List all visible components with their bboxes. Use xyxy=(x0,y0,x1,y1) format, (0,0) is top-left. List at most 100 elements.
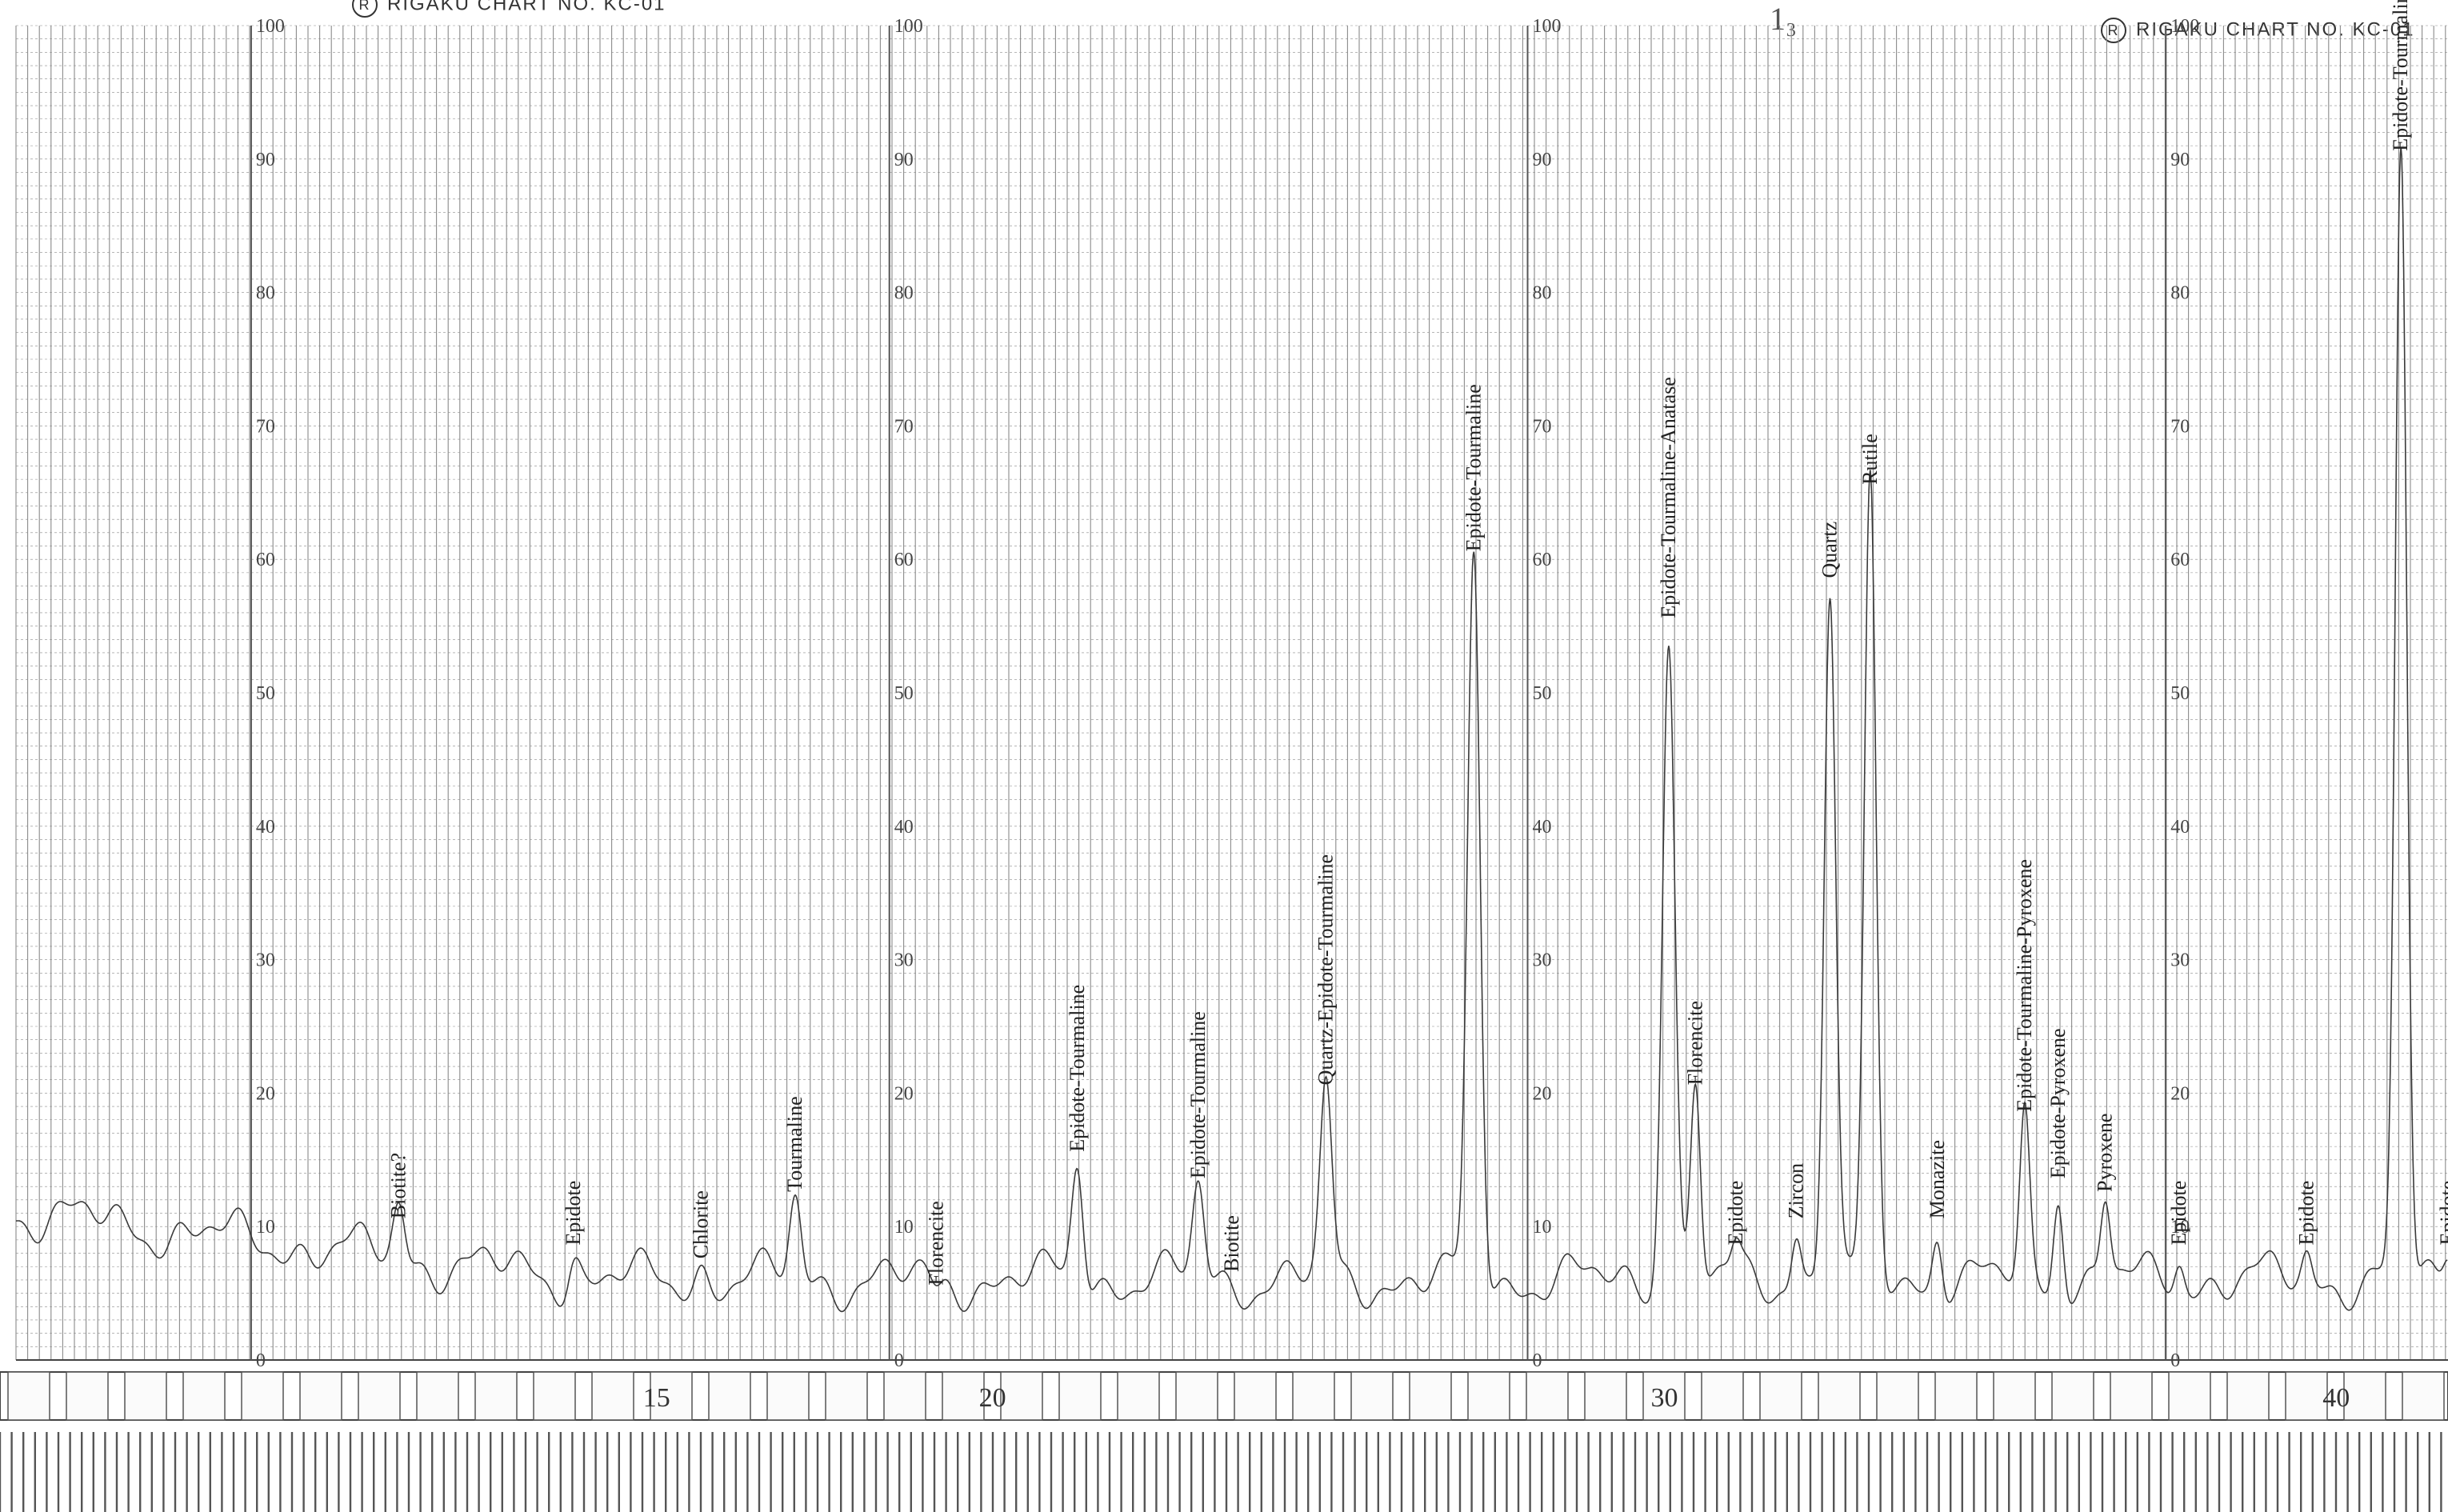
y-tick-label: 0 xyxy=(1533,1350,1542,1371)
y-tick-label: 80 xyxy=(1533,283,1552,304)
peak-label: Monazite xyxy=(1926,1140,1949,1218)
y-tick-label: 90 xyxy=(1533,150,1552,170)
x-strip-box xyxy=(1058,1371,1102,1421)
chart-grid xyxy=(15,25,2448,1361)
x-axis-strip: 15 20 30 40 xyxy=(0,1371,2448,1512)
x-strip-box xyxy=(1526,1371,1569,1421)
y-tick-label: 60 xyxy=(894,550,914,570)
peak-label: Florencite xyxy=(924,1201,947,1285)
y-tick-label: 10 xyxy=(894,1217,914,1238)
y-tick-label: 20 xyxy=(256,1083,275,1104)
y-tick-label: 0 xyxy=(256,1350,266,1371)
y-scale-columns: 0102030405060708090100010203040506070809… xyxy=(250,16,2199,1371)
x-strip-box xyxy=(1467,1371,1510,1421)
peak-label: Zircon xyxy=(1784,1163,1807,1218)
peak-label: Biotite xyxy=(1220,1215,1243,1272)
peak-labels: Biotite? Epidote Chlorite Tourmaline Florenc… xyxy=(387,0,2448,1286)
peak-label: Chlorite xyxy=(690,1190,713,1258)
y-tick-label: 50 xyxy=(1533,683,1552,704)
x-strip-box xyxy=(1934,1371,1978,1421)
peak-label: Epidote-Tourmaline xyxy=(1186,1011,1210,1178)
x-tick-label: 40 xyxy=(2322,1383,2350,1413)
x-strip-box xyxy=(1234,1371,1277,1421)
y-tick-label: 0 xyxy=(2170,1350,2180,1371)
rigaku-logo-icon: R xyxy=(2101,18,2126,43)
y-tick-label: 20 xyxy=(2170,1083,2190,1104)
y-tick-label: 50 xyxy=(894,683,914,704)
peak-label: Quartz-Epidote-Tourmaline xyxy=(1314,854,1338,1085)
y-tick-label: 0 xyxy=(894,1350,904,1371)
x-strip-box xyxy=(7,1371,50,1421)
x-tick-label: 20 xyxy=(979,1383,1006,1413)
y-tick-label: 20 xyxy=(1533,1083,1552,1104)
header-left-text: RIGAKU CHART NO. KC-01 xyxy=(387,0,666,15)
x-strip-box xyxy=(2168,1371,2211,1421)
x-strip-box xyxy=(708,1371,751,1421)
y-tick-label: 50 xyxy=(2170,683,2190,704)
x-strip-box xyxy=(825,1371,868,1421)
x-strip-box xyxy=(2343,1371,2386,1421)
peak-label: Epidote xyxy=(2295,1181,2318,1246)
handwritten-mark: 1₃ xyxy=(1770,1,1797,37)
x-strip-box xyxy=(650,1371,693,1421)
y-tick-label: 10 xyxy=(1533,1217,1552,1238)
x-tick-label: 15 xyxy=(643,1383,670,1413)
x-strip-box xyxy=(1642,1371,1686,1421)
x-strip-box xyxy=(591,1371,634,1421)
header-right: R RIGAKU CHART NO. KC-01 xyxy=(2101,18,2415,43)
x-strip-box xyxy=(1759,1371,1802,1421)
y-tick-label: 90 xyxy=(256,150,275,170)
y-tick-label: 40 xyxy=(256,817,275,838)
x-strip-box xyxy=(2051,1371,2094,1421)
x-strip-box xyxy=(182,1371,226,1421)
y-tick-label: 80 xyxy=(256,283,275,304)
y-tick-label: 10 xyxy=(2170,1217,2190,1238)
peak-label: Epidote-Tourmaline xyxy=(1462,384,1485,551)
y-tick-label: 70 xyxy=(894,416,914,437)
rigaku-logo-icon: R xyxy=(352,0,378,18)
peak-label: Epidote xyxy=(2436,1181,2448,1246)
peak-label: Epidote-Tourmaline xyxy=(1066,985,1089,1152)
x-strip-box xyxy=(416,1371,459,1421)
x-strip-box xyxy=(241,1371,284,1421)
peak-label: Epidote-Tourmaline-Pyroxene xyxy=(2013,859,2036,1112)
x-strip-box xyxy=(1409,1371,1452,1421)
y-tick-label: 100 xyxy=(2170,16,2199,37)
x-strip-box xyxy=(942,1371,985,1421)
header-right-text: RIGAKU CHART NO. KC-01 xyxy=(2136,18,2415,41)
x-strip-box xyxy=(883,1371,926,1421)
xrd-line xyxy=(15,146,2448,1313)
y-tick-label: 70 xyxy=(1533,416,1552,437)
peak-label: Rutile xyxy=(1858,434,1882,485)
x-strip-box xyxy=(299,1371,342,1421)
peak-label: Biotite? xyxy=(387,1153,410,1218)
peak-label: Epidote-Pyroxene xyxy=(2046,1028,2070,1178)
x-strip-box xyxy=(1000,1371,1043,1421)
y-tick-label: 60 xyxy=(2170,550,2190,570)
x-strip-box xyxy=(1117,1371,1160,1421)
x-tick-label: 30 xyxy=(1650,1383,1678,1413)
y-tick-label: 30 xyxy=(1533,950,1552,971)
x-strip-box xyxy=(124,1371,167,1421)
x-strip-box xyxy=(1701,1371,1744,1421)
y-tick-label: 30 xyxy=(894,950,914,971)
peak-label: Tourmaline xyxy=(783,1096,806,1191)
peak-label: Pyroxene xyxy=(2094,1114,2117,1192)
x-strip-box xyxy=(766,1371,810,1421)
y-tick-label: 90 xyxy=(2170,150,2190,170)
peak-label: Quartz xyxy=(1818,522,1841,578)
peak-label: Epidote xyxy=(2167,1181,2190,1246)
x-strip-box xyxy=(2402,1371,2445,1421)
x-strip-box xyxy=(2285,1371,2328,1421)
peak-label: Epidote xyxy=(562,1181,585,1246)
x-strip-box xyxy=(1175,1371,1218,1421)
y-tick-label: 50 xyxy=(256,683,275,704)
y-tick-label: 90 xyxy=(894,150,914,170)
y-tick-label: 100 xyxy=(256,16,285,37)
x-strip-box xyxy=(2226,1371,2270,1421)
y-tick-label: 40 xyxy=(1533,817,1552,838)
x-strip-box xyxy=(1584,1371,1627,1421)
peak-label: Florencite xyxy=(1683,1001,1706,1085)
y-tick-label: 20 xyxy=(894,1083,914,1104)
